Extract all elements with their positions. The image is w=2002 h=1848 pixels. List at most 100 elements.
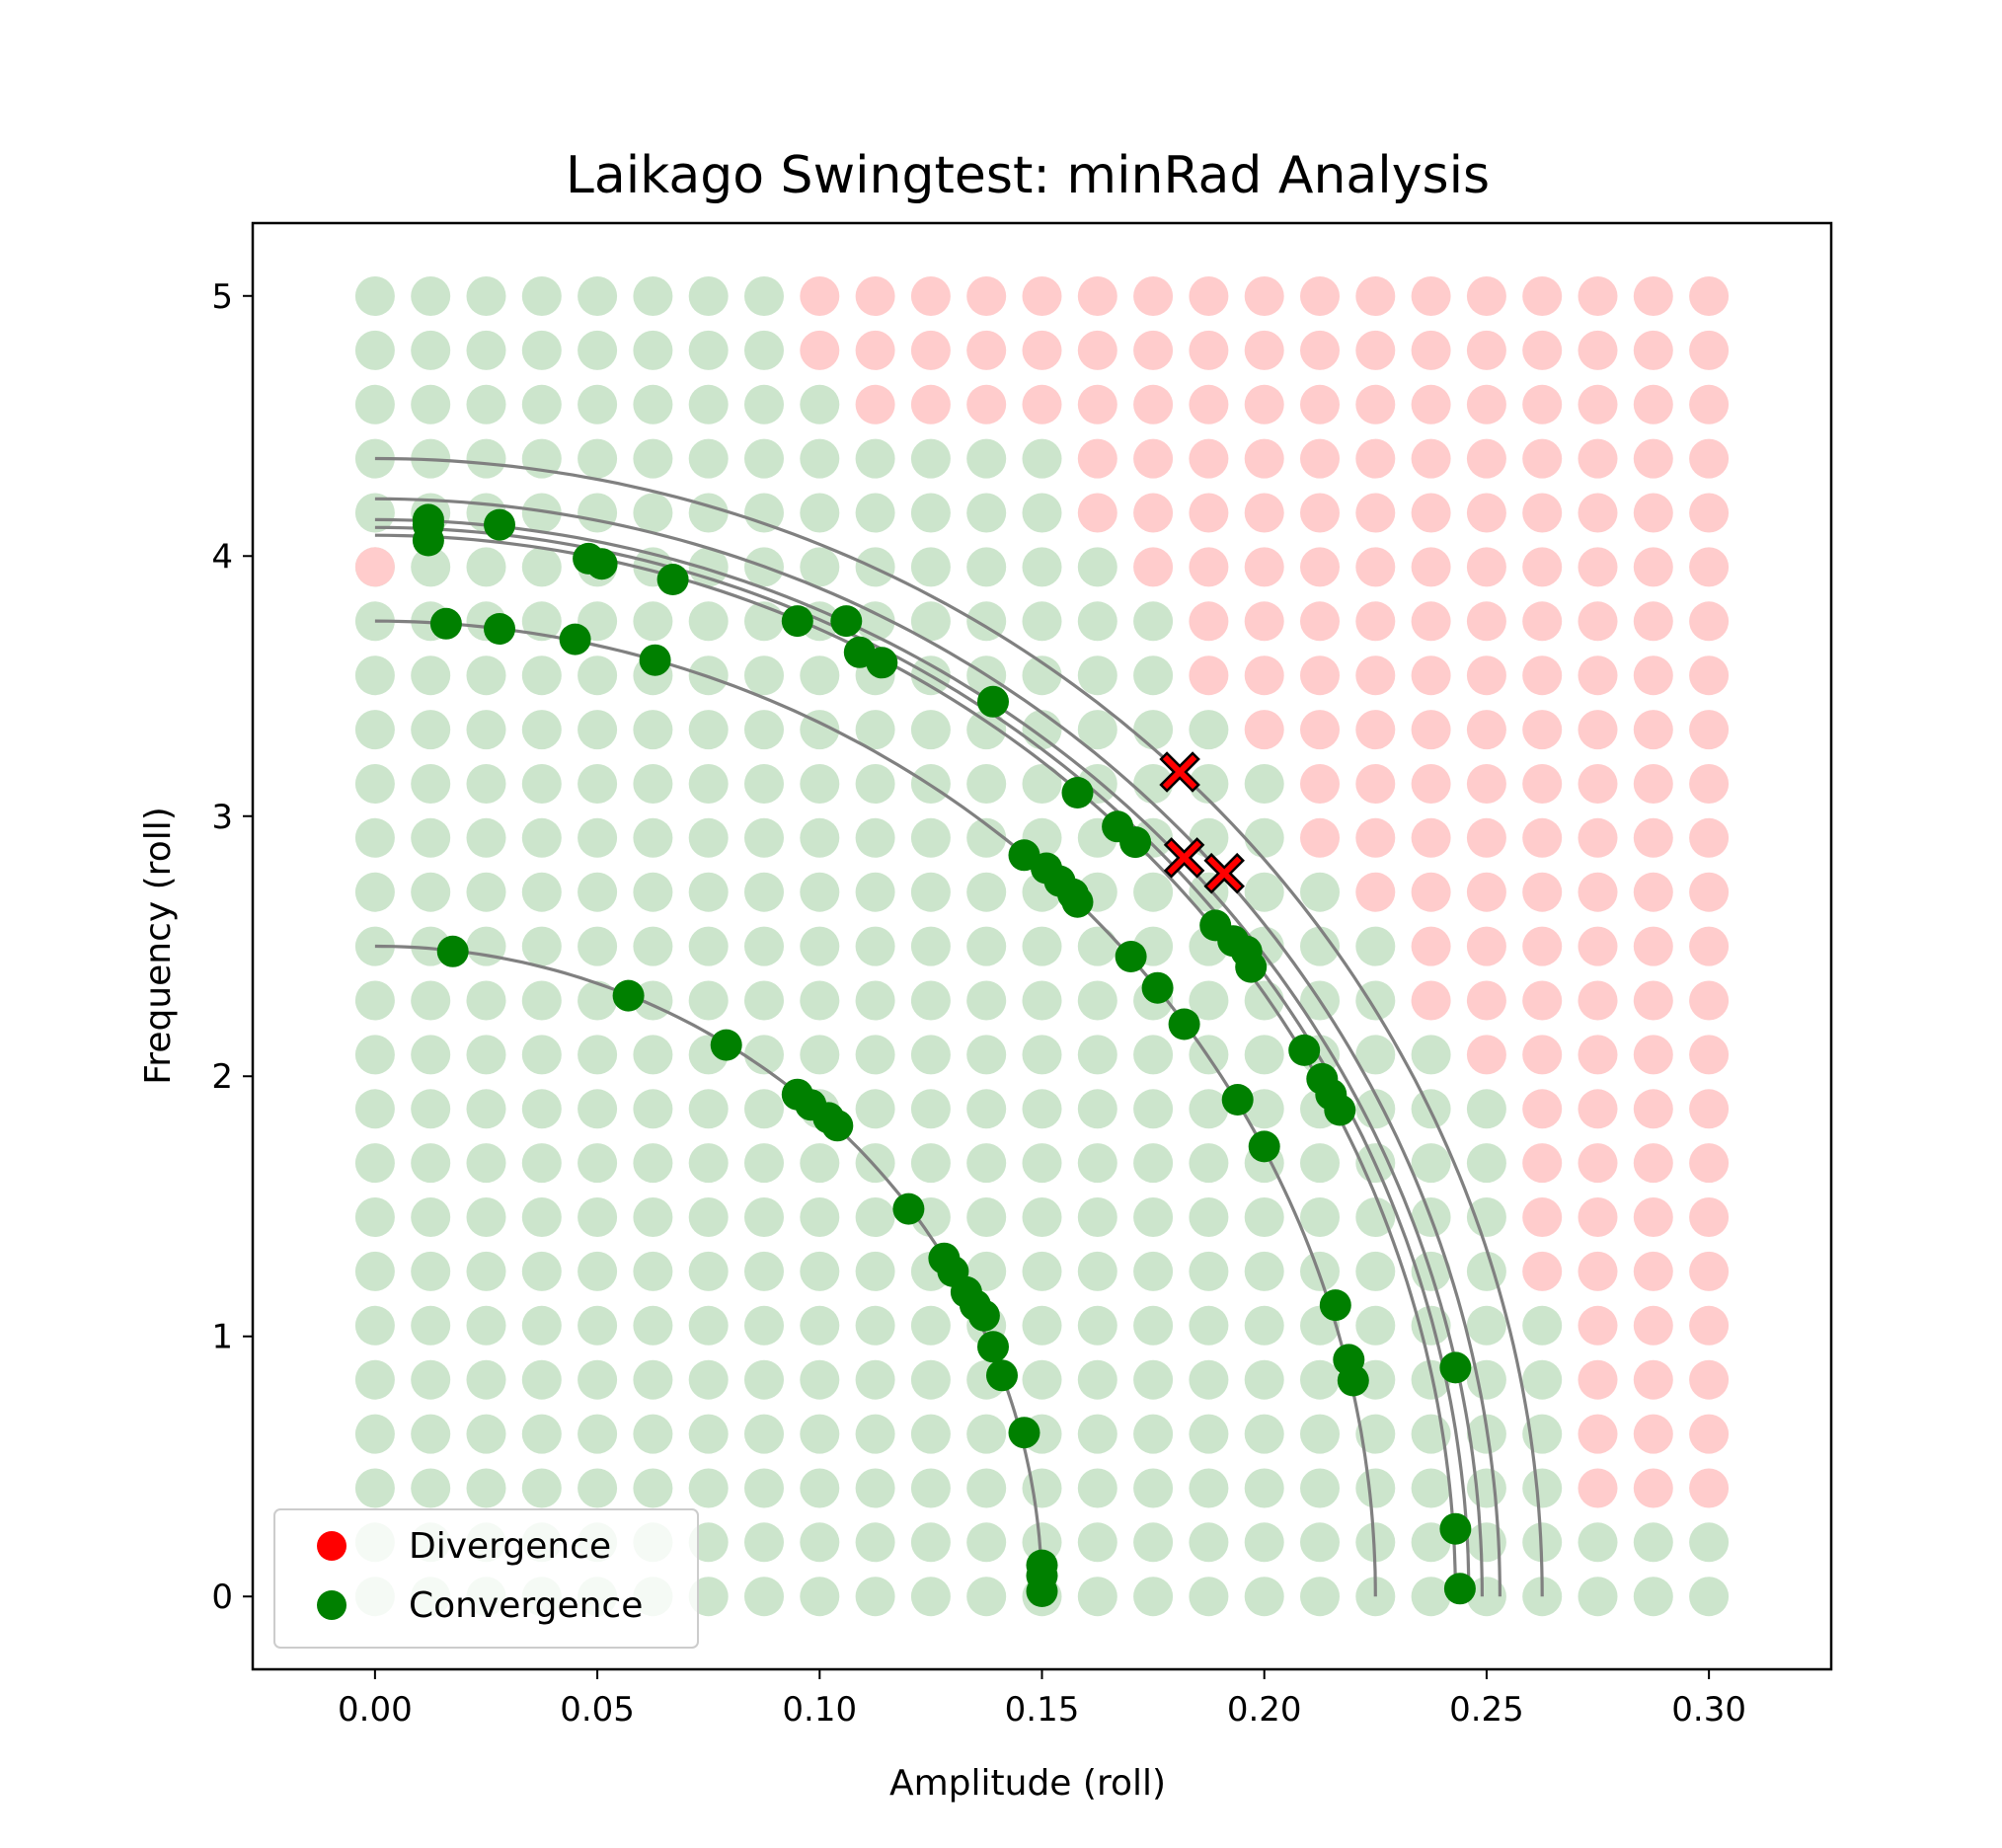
grid-point-convergence xyxy=(1022,926,1062,966)
grid-point-divergence xyxy=(354,547,395,587)
grid-point-convergence xyxy=(1300,1197,1340,1237)
grid-point-convergence xyxy=(800,1577,840,1617)
grid-point-divergence xyxy=(1466,330,1506,370)
grid-point-divergence xyxy=(1578,872,1618,912)
convergence-point xyxy=(821,1110,854,1142)
grid-point-convergence xyxy=(354,1035,395,1075)
grid-point-convergence xyxy=(855,1035,895,1075)
grid-point-convergence xyxy=(1355,980,1396,1021)
convergence-point xyxy=(967,1299,1000,1332)
grid-point-convergence xyxy=(1022,1522,1062,1563)
grid-point-divergence xyxy=(1466,926,1506,966)
grid-point-convergence xyxy=(910,817,951,858)
grid-point-divergence xyxy=(1355,438,1396,479)
grid-point-divergence xyxy=(1689,817,1730,858)
grid-point-convergence xyxy=(521,276,562,316)
grid-point-divergence xyxy=(1133,384,1174,424)
convergence-point xyxy=(1061,886,1094,918)
grid-point-convergence xyxy=(744,438,784,479)
grid-point-convergence xyxy=(1300,1143,1340,1184)
grid-point-convergence xyxy=(1133,655,1174,696)
grid-point-convergence xyxy=(855,1577,895,1617)
grid-point-divergence xyxy=(1189,655,1229,696)
grid-point-divergence xyxy=(1689,1089,1730,1129)
grid-point-convergence xyxy=(354,493,395,533)
grid-point-convergence xyxy=(578,438,618,479)
grid-point-divergence xyxy=(1411,980,1451,1021)
divergence-marker xyxy=(1163,837,1205,879)
convergence-point xyxy=(484,508,515,541)
grid-point-convergence xyxy=(411,1251,451,1291)
grid-point-convergence xyxy=(521,764,562,804)
grid-point-divergence xyxy=(1522,330,1563,370)
grid-point-divergence xyxy=(1077,276,1117,316)
grid-point-convergence xyxy=(1189,1143,1229,1184)
grid-point-convergence xyxy=(1022,1305,1062,1346)
grid-point-convergence xyxy=(855,1089,895,1129)
grid-point-convergence xyxy=(354,384,395,424)
grid-point-convergence xyxy=(633,817,673,858)
grid-point-convergence xyxy=(633,872,673,912)
grid-point-divergence xyxy=(1300,330,1340,370)
grid-point-convergence xyxy=(354,1197,395,1237)
grid-point-divergence xyxy=(1578,710,1618,750)
grid-point-convergence xyxy=(354,764,395,804)
grid-point-convergence xyxy=(354,1414,395,1454)
grid-point-convergence xyxy=(1300,872,1340,912)
grid-point-divergence xyxy=(1633,1251,1673,1291)
grid-point-convergence xyxy=(521,1414,562,1454)
grid-point-convergence xyxy=(578,764,618,804)
divergence-markers xyxy=(1159,751,1245,894)
grid-point-convergence xyxy=(800,1143,840,1184)
grid-point-convergence xyxy=(411,1359,451,1400)
grid-point-convergence xyxy=(411,1035,451,1075)
x-tick-label: 0.10 xyxy=(782,1690,857,1730)
grid-point-convergence xyxy=(1189,1251,1229,1291)
grid-point-divergence xyxy=(1300,710,1340,750)
grid-point-convergence xyxy=(910,438,951,479)
grid-point-convergence xyxy=(1189,1197,1229,1237)
grid-point-convergence xyxy=(1133,1197,1174,1237)
convergence-point xyxy=(639,644,671,676)
grid-point-convergence xyxy=(1022,655,1062,696)
grid-point-convergence xyxy=(521,1143,562,1184)
fit-curve xyxy=(374,497,1502,1597)
grid-point-convergence xyxy=(910,547,951,587)
grid-point-convergence xyxy=(1466,1143,1506,1184)
grid-point-convergence xyxy=(744,1089,784,1129)
grid-point-divergence xyxy=(1578,1089,1618,1129)
grid-point-divergence xyxy=(1689,1143,1730,1184)
grid-point-divergence xyxy=(1189,493,1229,533)
grid-point-convergence xyxy=(1133,1577,1174,1617)
grid-point-convergence xyxy=(1022,601,1062,642)
grid-point-convergence xyxy=(688,330,729,370)
grid-point-convergence xyxy=(633,926,673,966)
grid-point-convergence xyxy=(1411,1468,1451,1508)
legend-divergence-label: Divergence xyxy=(409,1526,611,1567)
grid-point-divergence xyxy=(1466,655,1506,696)
grid-point-convergence xyxy=(1522,1468,1563,1508)
x-tick-label: 0.25 xyxy=(1449,1690,1524,1730)
grid-point-convergence xyxy=(466,1305,506,1346)
grid-point-convergence xyxy=(1466,1089,1506,1129)
grid-point-convergence xyxy=(910,1522,951,1563)
grid-point-convergence xyxy=(800,1468,840,1508)
grid-point-divergence xyxy=(855,276,895,316)
grid-point-divergence xyxy=(1578,438,1618,479)
grid-point-convergence xyxy=(1022,1089,1062,1129)
grid-point-convergence xyxy=(688,384,729,424)
grid-point-divergence xyxy=(1578,926,1618,966)
grid-point-divergence xyxy=(1244,493,1284,533)
grid-point-convergence xyxy=(1022,764,1062,804)
grid-point-divergence xyxy=(1633,872,1673,912)
grid-point-convergence xyxy=(1133,1251,1174,1291)
grid-point-convergence xyxy=(1466,1305,1506,1346)
convergence-point xyxy=(830,605,863,638)
grid-point-divergence xyxy=(1411,276,1451,316)
grid-point-divergence xyxy=(855,384,895,424)
grid-point-convergence xyxy=(1133,601,1174,642)
grid-point-divergence xyxy=(1133,276,1174,316)
grid-point-divergence xyxy=(1244,601,1284,642)
grid-point-divergence xyxy=(1022,330,1062,370)
grid-point-convergence xyxy=(521,655,562,696)
